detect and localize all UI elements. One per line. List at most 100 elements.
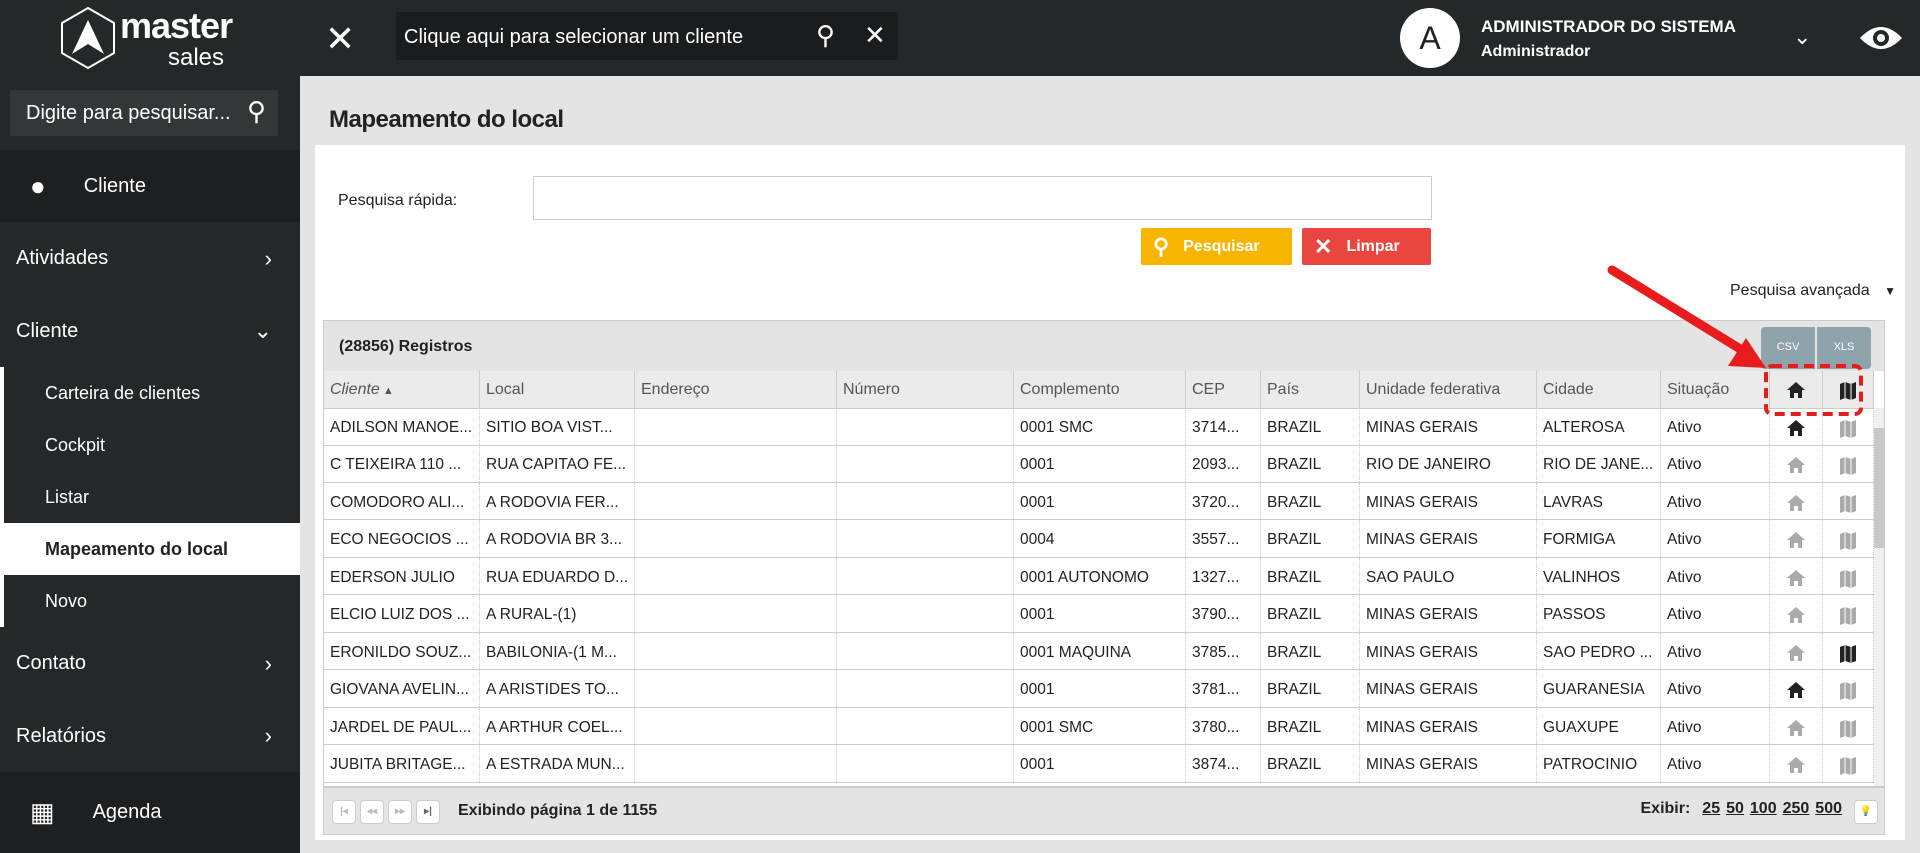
page-size-250[interactable]: 250 xyxy=(1782,800,1810,817)
user-role: Administrador xyxy=(1481,43,1591,60)
column-2[interactable]: Endereço xyxy=(635,371,837,408)
column-6[interactable]: País xyxy=(1261,371,1360,408)
records-grid: (28856) Registros CSV XLS Cliente ▲ Local… xyxy=(323,320,1885,835)
cell-endereço xyxy=(635,408,837,445)
cell-número xyxy=(837,445,1014,482)
home-icon[interactable] xyxy=(1786,419,1806,437)
close-menu-icon[interactable]: ✕ xyxy=(325,18,356,59)
map-icon[interactable] xyxy=(1838,419,1858,439)
home-icon[interactable] xyxy=(1786,606,1806,624)
cell-cliente: JUBITA BRITAGE... xyxy=(324,745,480,782)
advanced-search-toggle[interactable]: Pesquisa avançada ▼ xyxy=(1730,282,1896,299)
column-0[interactable]: Cliente ▲ xyxy=(324,371,480,408)
cell-unidade federativa: MINAS GERAIS xyxy=(1360,670,1537,707)
client-selector[interactable]: Clique aqui para selecionar um cliente ⚲… xyxy=(396,12,898,60)
close-icon: ✕ xyxy=(1314,233,1333,259)
avatar[interactable]: A xyxy=(1400,8,1460,68)
cell-complemento: 0001 xyxy=(1014,445,1186,482)
map-icon[interactable] xyxy=(1838,606,1858,626)
cell-endereço xyxy=(635,707,837,745)
map-icon[interactable] xyxy=(1838,456,1858,476)
column-1[interactable]: Local xyxy=(480,371,635,408)
map-icon[interactable] xyxy=(1838,719,1858,739)
cell-cliente: C TEIXEIRA 110 ... xyxy=(324,445,480,482)
sidebar-item-contato[interactable]: Contato › xyxy=(16,650,272,676)
map-icon[interactable] xyxy=(1838,756,1858,776)
cell-país: BRAZIL xyxy=(1261,745,1360,782)
map-icon[interactable] xyxy=(1838,644,1858,664)
page-size-25[interactable]: 25 xyxy=(1702,800,1721,817)
cell-local: A ARTHUR COEL... xyxy=(480,707,635,745)
sidebar-item-cliente-top[interactable]: ● Cliente xyxy=(0,150,300,222)
cell-local: SITIO BOA VIST... xyxy=(480,408,635,445)
cell-cidade: GUARANESIA xyxy=(1537,670,1661,707)
column-9[interactable]: Situação xyxy=(1661,371,1770,408)
map-icon[interactable] xyxy=(1838,381,1858,401)
map-icon[interactable] xyxy=(1838,681,1858,701)
home-icon[interactable] xyxy=(1786,719,1806,737)
home-icon[interactable] xyxy=(1786,644,1806,662)
cell-endereço xyxy=(635,557,837,595)
column-7[interactable]: Unidade federativa xyxy=(1360,371,1537,408)
cell-cliente: ADILSON MANOE... xyxy=(324,408,480,445)
sidebar-sub-carteira[interactable]: Carteira de clientes xyxy=(0,367,300,419)
last-page-button[interactable]: ▸| xyxy=(416,800,440,824)
map-cell xyxy=(1823,482,1874,520)
next-page-button[interactable]: ▸▸ xyxy=(388,800,412,824)
sidebar-search-input[interactable]: Digite para pesquisar... ⚲ xyxy=(10,90,278,136)
sidebar-sub-cockpit[interactable]: Cockpit xyxy=(0,419,300,471)
search-icon[interactable]: ⚲ xyxy=(816,20,836,50)
search-button[interactable]: ⚲ Pesquisar xyxy=(1141,228,1292,265)
search-icon[interactable]: ⚲ xyxy=(246,96,266,126)
sidebar-item-atividades[interactable]: Atividades › xyxy=(16,245,272,271)
first-page-button[interactable]: |◂ xyxy=(332,800,356,824)
page-size-100[interactable]: 100 xyxy=(1749,800,1777,817)
sidebar-item-cliente[interactable]: Cliente ⌄ xyxy=(16,318,272,343)
cell-complemento: 0004 xyxy=(1014,520,1186,557)
logo-hexagon-icon xyxy=(61,6,115,70)
home-icon[interactable] xyxy=(1786,756,1806,774)
column-5[interactable]: CEP xyxy=(1186,371,1261,408)
column-3[interactable]: Número xyxy=(837,371,1014,408)
map-icon[interactable] xyxy=(1838,569,1858,589)
page-info: Exibindo página 1 de 1155 xyxy=(458,802,658,819)
cell-local: RUA CAPITAO FE... xyxy=(480,445,635,482)
column-4[interactable]: Complemento xyxy=(1014,371,1186,408)
page-size-500[interactable]: 500 xyxy=(1815,800,1842,817)
sidebar-sub-novo[interactable]: Novo xyxy=(0,575,300,627)
sidebar-item-relatorios[interactable]: Relatórios › xyxy=(16,723,272,748)
chevron-right-icon: › xyxy=(264,723,272,748)
cell-complemento: 0001 SMC xyxy=(1014,408,1186,445)
sidebar-item-agenda[interactable]: ▦ Agenda xyxy=(0,772,300,853)
map-cell xyxy=(1823,670,1874,707)
quick-search-input[interactable] xyxy=(533,176,1432,220)
map-icon[interactable] xyxy=(1838,531,1858,551)
home-cell xyxy=(1770,670,1823,707)
clear-icon[interactable]: ✕ xyxy=(864,20,886,50)
page-size-50[interactable]: 50 xyxy=(1726,800,1744,817)
scrollbar[interactable] xyxy=(1874,408,1884,828)
lightbulb-icon[interactable]: 💡 xyxy=(1854,800,1878,824)
eye-icon[interactable] xyxy=(1858,22,1904,54)
cell-número xyxy=(837,482,1014,520)
column-8[interactable]: Cidade xyxy=(1537,371,1661,408)
export-xls-button[interactable]: XLS xyxy=(1817,327,1871,369)
export-csv-button[interactable]: CSV xyxy=(1761,327,1815,369)
cell-número xyxy=(837,595,1014,632)
prev-page-button[interactable]: ◂◂ xyxy=(360,800,384,824)
map-cell xyxy=(1823,408,1874,445)
home-icon[interactable] xyxy=(1786,456,1806,474)
sidebar-sub-listar[interactable]: Listar xyxy=(0,471,300,523)
home-cell xyxy=(1770,745,1823,782)
sidebar-sub-mapeamento[interactable]: Mapeamento do local xyxy=(0,523,300,575)
home-column xyxy=(1770,371,1823,408)
chevron-down-icon[interactable]: ⌄ xyxy=(1793,24,1812,49)
home-icon[interactable] xyxy=(1786,681,1806,699)
home-icon[interactable] xyxy=(1786,569,1806,587)
clear-button[interactable]: ✕ Limpar xyxy=(1302,228,1431,265)
cell-complemento: 0001 xyxy=(1014,745,1186,782)
home-icon[interactable] xyxy=(1786,531,1806,549)
map-icon[interactable] xyxy=(1838,494,1858,514)
home-icon[interactable] xyxy=(1786,381,1806,399)
home-icon[interactable] xyxy=(1786,494,1806,512)
